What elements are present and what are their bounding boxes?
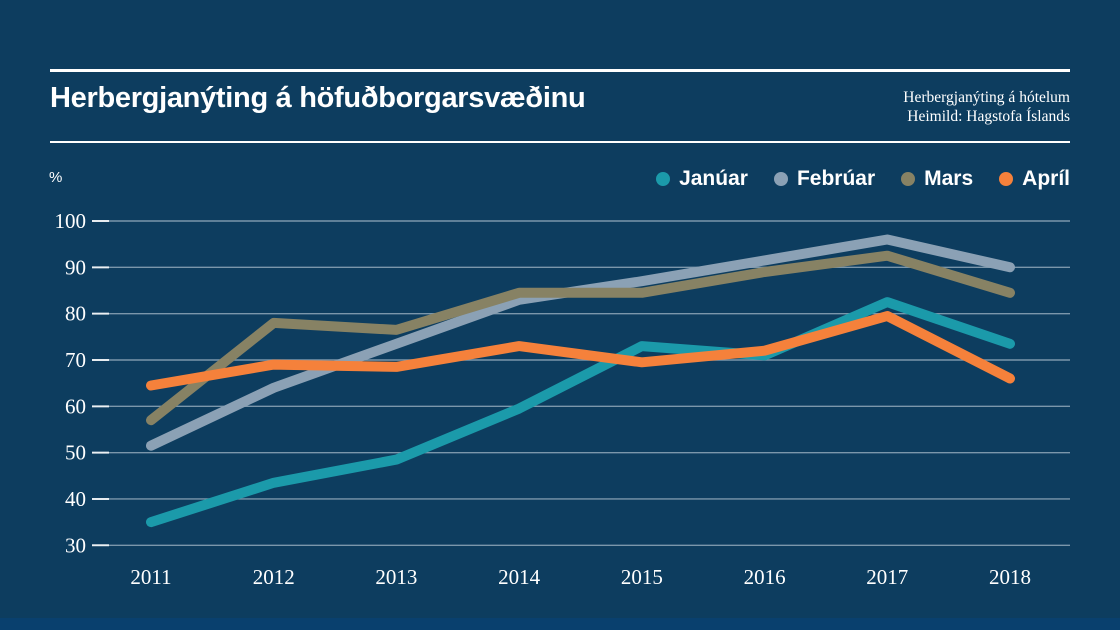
y-tick-label-80: 80 bbox=[65, 302, 86, 326]
legend-dot-januar bbox=[656, 172, 671, 186]
legend-label-februar: Febrúar bbox=[796, 167, 876, 190]
x-tick-label-2013: 2013 bbox=[375, 565, 417, 589]
x-tick-label-2011: 2011 bbox=[130, 565, 171, 589]
legend-label-mars: Mars bbox=[924, 167, 974, 190]
x-tick-label-2016: 2016 bbox=[744, 565, 786, 589]
legend-item-februar: Febrúar bbox=[773, 167, 876, 191]
x-tick-label-2017: 2017 bbox=[866, 565, 908, 589]
source-credit: Heimild: Hagstofa Íslands bbox=[907, 108, 1070, 125]
x-tick-label-2018: 2018 bbox=[989, 565, 1031, 589]
y-tick-label-60: 60 bbox=[65, 394, 86, 418]
chart-title: Herbergjanýting á höfuðborgarsvæðinu bbox=[50, 82, 586, 114]
y-tick-label-70: 70 bbox=[65, 348, 86, 372]
legend-dot-april bbox=[999, 172, 1014, 186]
y-tick-label-30: 30 bbox=[65, 533, 86, 557]
legend-label-januar: Janúar bbox=[679, 167, 748, 190]
series-line-mars bbox=[146, 250, 1015, 426]
x-tick-label-2014: 2014 bbox=[498, 565, 541, 589]
legend-dot-mars bbox=[901, 172, 916, 186]
y-tick-label-90: 90 bbox=[65, 255, 86, 279]
legend-item-januar: Janúar bbox=[656, 167, 748, 191]
series-line-janúar bbox=[146, 297, 1015, 528]
y-tick-label-50: 50 bbox=[65, 441, 86, 465]
y-tick-label-100: 100 bbox=[55, 209, 87, 233]
x-tick-label-2012: 2012 bbox=[253, 565, 295, 589]
x-tick-label-2015: 2015 bbox=[621, 565, 663, 589]
legend-item-mars: Mars bbox=[901, 167, 973, 191]
legend-dot-februar bbox=[773, 172, 788, 186]
y-tick-label-40: 40 bbox=[65, 487, 86, 511]
chart-legend: Janúar Febrúar Mars Apríl bbox=[656, 167, 1070, 191]
y-axis-unit-label: % bbox=[49, 169, 63, 186]
source-note: Herbergjanýting á hótelum Heimild: Hagst… bbox=[903, 88, 1070, 126]
series-line-febrúar bbox=[146, 234, 1015, 451]
legend-item-april: Apríl bbox=[999, 167, 1070, 191]
footer-bar bbox=[0, 618, 1120, 630]
series-line-apríl bbox=[146, 311, 1015, 391]
legend-label-april: Apríl bbox=[1022, 167, 1070, 190]
header-rule-bottom bbox=[50, 141, 1070, 143]
source-subtitle: Herbergjanýting á hótelum bbox=[903, 89, 1070, 106]
header-rule-top bbox=[50, 69, 1070, 72]
